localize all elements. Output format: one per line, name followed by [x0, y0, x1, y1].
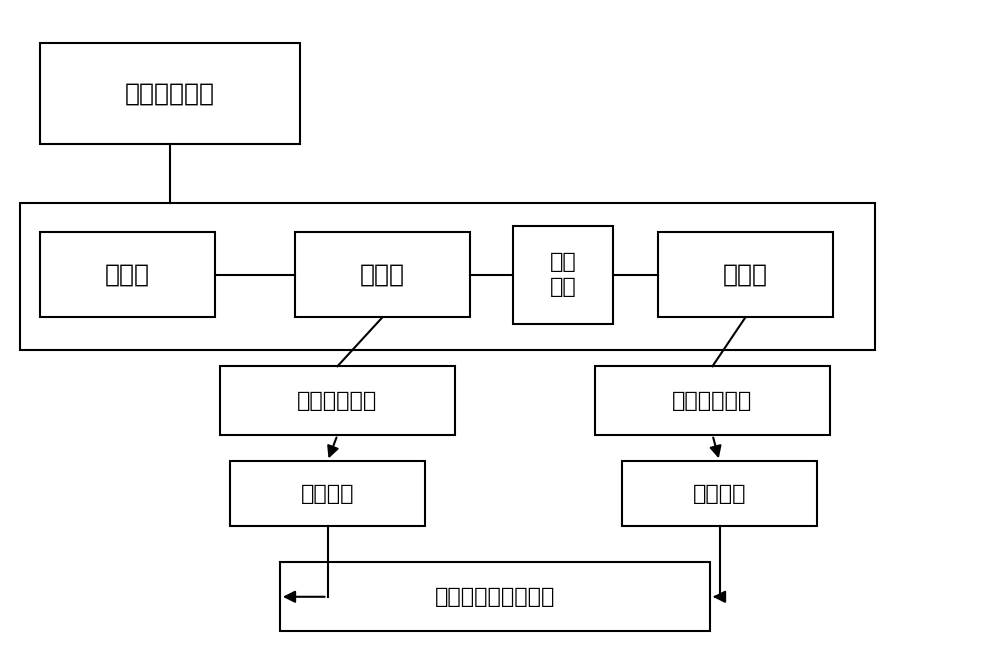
Text: 散斑干涉系统: 散斑干涉系统 — [297, 390, 378, 411]
Bar — [595, 366, 830, 435]
Text: 被测
材料: 被测 材料 — [550, 252, 576, 297]
Text: 光纤测速系统: 光纤测速系统 — [125, 81, 215, 105]
Bar — [40, 43, 300, 144]
Text: 点探测器: 点探测器 — [693, 484, 746, 504]
Text: 点探测器: 点探测器 — [301, 484, 354, 504]
Bar — [622, 461, 817, 526]
Text: 透射杆: 透射杆 — [723, 263, 768, 286]
Bar — [280, 562, 710, 631]
Bar — [40, 232, 215, 317]
Bar — [20, 203, 875, 350]
Bar — [658, 232, 833, 317]
Text: 数据采集与处理系统: 数据采集与处理系统 — [435, 587, 555, 607]
Text: 散斑干涉系统: 散斑干涉系统 — [672, 390, 753, 411]
Text: 打击杆: 打击杆 — [105, 263, 150, 286]
Bar — [295, 232, 470, 317]
Bar — [513, 226, 613, 324]
Bar — [220, 366, 455, 435]
Text: 入射杆: 入射杆 — [360, 263, 405, 286]
Bar — [230, 461, 425, 526]
